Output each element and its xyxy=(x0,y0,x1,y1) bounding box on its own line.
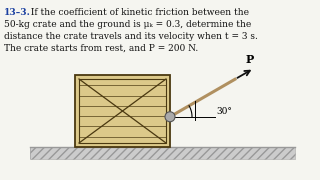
Bar xyxy=(79,79,166,143)
Bar xyxy=(30,147,295,159)
Text: If the coefficient of kinetic friction between the: If the coefficient of kinetic friction b… xyxy=(25,8,249,17)
Text: 30°: 30° xyxy=(216,107,232,116)
Text: The crate starts from rest, and P = 200 N.: The crate starts from rest, and P = 200 … xyxy=(4,44,198,53)
Text: distance the crate travels and its velocity when t = 3 s.: distance the crate travels and its veloc… xyxy=(4,32,258,41)
Text: 13–3.: 13–3. xyxy=(4,8,31,17)
Bar xyxy=(30,147,295,159)
Text: 50-kg crate and the ground is μₖ = 0.3, determine the: 50-kg crate and the ground is μₖ = 0.3, … xyxy=(4,20,251,29)
Bar xyxy=(75,75,170,147)
Text: P: P xyxy=(246,54,254,65)
Circle shape xyxy=(165,112,175,122)
